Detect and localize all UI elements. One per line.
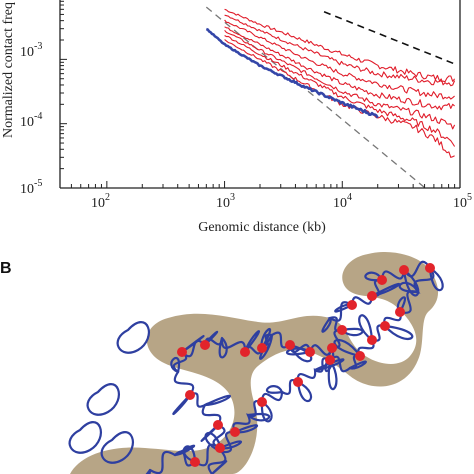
chromatin-domain-blob [70, 251, 439, 474]
chain-loop [265, 385, 284, 394]
binding-site-bead [213, 420, 223, 430]
binding-site-bead [215, 443, 225, 453]
contact-frequency-chart: 10-3 10-4 10-5 102 103 104 105 Genomic d… [1, 0, 472, 235]
x-tick-label-1e3: 103 [216, 192, 235, 211]
x-tick-label-1e4: 104 [333, 192, 352, 211]
binding-site-bead [293, 377, 303, 387]
binding-site-bead [337, 325, 347, 335]
chain-loop [364, 271, 384, 282]
chain-loop [383, 324, 414, 341]
y-tick-label-1e-4: 10-4 [20, 111, 42, 130]
binding-site-bead [347, 300, 357, 310]
x-tick-label-1e5: 105 [453, 192, 472, 211]
chain-loop [370, 282, 401, 298]
chain-loop [402, 268, 420, 297]
series-line-red-6 [224, 35, 456, 147]
binding-site-bead [395, 307, 405, 317]
chain-loop [398, 281, 420, 294]
binding-site-bead [380, 321, 390, 331]
binding-site-bead [367, 291, 377, 301]
binding-site-bead [185, 390, 195, 400]
chain-loop [243, 330, 260, 354]
chain-loop [68, 421, 102, 454]
chain-loop [210, 460, 228, 474]
chain-loop [233, 424, 259, 434]
chain-loop [100, 431, 134, 464]
reference-line-dashed-black [323, 11, 455, 65]
binding-site-bead [230, 427, 240, 437]
chain-loop [145, 468, 152, 474]
axes-frame [59, 0, 461, 189]
chain-loop [358, 314, 374, 342]
chromatin-schematic: B [0, 251, 444, 474]
chain-loop [327, 358, 338, 391]
chain-loop [204, 432, 224, 454]
series-line-red-2 [224, 14, 456, 87]
binding-site-bead [399, 265, 409, 275]
chain-loop [116, 321, 150, 354]
chain-loop [340, 327, 364, 337]
binding-sites [177, 263, 435, 467]
reference-line-dashed-gray [205, 6, 427, 188]
binding-site-bead [305, 347, 315, 357]
plot-area [205, 6, 456, 188]
series-line-red-7 [224, 39, 455, 158]
series-line-red-3 [224, 19, 455, 100]
binding-site-bead [327, 343, 337, 353]
chain-loop [180, 334, 205, 354]
chain-loop [260, 400, 273, 423]
series-line-red-5 [224, 29, 456, 130]
binding-site-bead [367, 335, 377, 345]
chain-loop [86, 383, 120, 416]
panel-label-b: B [0, 260, 12, 277]
chain-loop [170, 357, 181, 374]
binding-site-bead [177, 347, 187, 357]
chain-loop [203, 394, 231, 407]
chain-loop [348, 360, 367, 370]
chain-loop [333, 338, 362, 358]
binding-site-bead [200, 340, 210, 350]
binding-site-bead [285, 340, 295, 350]
y-tick-label-1e-3: 10-3 [20, 41, 42, 60]
series-line-red-1 [224, 8, 456, 83]
axis-ticks [59, 0, 461, 189]
x-axis-label: Genomic distance (kb) [198, 220, 326, 235]
chain-loop [246, 412, 271, 422]
chain-loop [428, 266, 444, 292]
y-tick-label-1e-5: 10-5 [20, 178, 42, 197]
chain-loop [285, 347, 312, 356]
binding-site-bead [325, 355, 335, 365]
chain-loop [296, 380, 313, 403]
binding-site-bead [257, 343, 267, 353]
y-axis-label: Normalized contact freq [1, 2, 16, 138]
chain-loop [321, 316, 332, 333]
series-line-red-4 [224, 26, 455, 111]
binding-site-bead [355, 351, 365, 361]
chain-loop [182, 445, 197, 464]
binding-site-bead [257, 397, 267, 407]
binding-site-bead [240, 347, 250, 357]
series-line-blue [205, 27, 379, 119]
binding-site-bead [425, 263, 435, 273]
binding-site-bead [190, 457, 200, 467]
chain-loop [218, 336, 228, 359]
chain-loop [172, 393, 192, 416]
x-tick-label-1e2: 102 [91, 192, 110, 211]
binding-site-bead [377, 275, 387, 285]
